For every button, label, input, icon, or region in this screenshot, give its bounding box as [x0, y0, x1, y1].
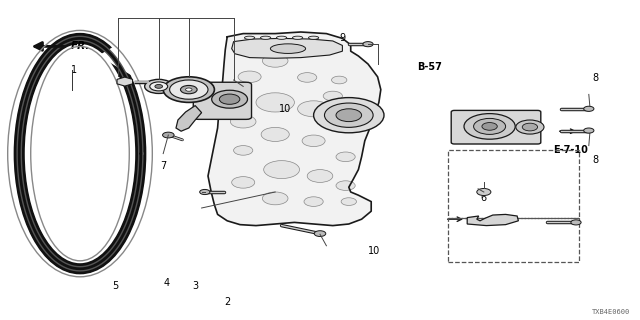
- Circle shape: [336, 109, 362, 122]
- Polygon shape: [232, 38, 342, 58]
- Circle shape: [186, 88, 192, 91]
- Circle shape: [482, 123, 497, 130]
- Text: B-57: B-57: [417, 62, 442, 72]
- Circle shape: [232, 177, 255, 188]
- Circle shape: [150, 82, 168, 91]
- Circle shape: [298, 73, 317, 82]
- Polygon shape: [99, 27, 147, 84]
- Bar: [448, 218, 579, 262]
- Bar: [448, 150, 579, 218]
- Circle shape: [225, 87, 248, 99]
- Circle shape: [571, 220, 581, 225]
- Text: 7: 7: [160, 161, 166, 172]
- Ellipse shape: [244, 36, 255, 39]
- Polygon shape: [208, 32, 381, 226]
- Circle shape: [262, 192, 288, 205]
- Polygon shape: [117, 77, 132, 86]
- Circle shape: [261, 127, 289, 141]
- Circle shape: [304, 197, 323, 206]
- Text: TXB4E0600: TXB4E0600: [592, 309, 630, 315]
- FancyBboxPatch shape: [193, 82, 252, 119]
- Circle shape: [163, 77, 214, 102]
- Text: 2: 2: [224, 297, 230, 308]
- Text: 4: 4: [163, 278, 170, 288]
- Circle shape: [163, 132, 174, 138]
- Circle shape: [145, 79, 173, 93]
- Text: FR.: FR.: [70, 41, 90, 52]
- Circle shape: [212, 90, 248, 108]
- Circle shape: [220, 94, 240, 104]
- Text: 3: 3: [192, 281, 198, 292]
- Text: E-7-10: E-7-10: [554, 145, 588, 156]
- Circle shape: [516, 120, 544, 134]
- Circle shape: [170, 80, 208, 99]
- Circle shape: [314, 98, 384, 133]
- Circle shape: [522, 123, 538, 131]
- Circle shape: [298, 101, 330, 117]
- Circle shape: [155, 84, 163, 88]
- Circle shape: [332, 76, 347, 84]
- Circle shape: [256, 93, 294, 112]
- Circle shape: [314, 231, 326, 236]
- Text: 10: 10: [278, 104, 291, 114]
- Text: 9: 9: [339, 33, 346, 44]
- Text: 6: 6: [480, 193, 486, 204]
- Circle shape: [474, 118, 506, 134]
- Text: 5: 5: [112, 281, 118, 292]
- Circle shape: [584, 106, 594, 111]
- Circle shape: [464, 114, 515, 139]
- Circle shape: [324, 103, 373, 127]
- Circle shape: [230, 115, 256, 128]
- Text: 1: 1: [70, 65, 77, 76]
- Ellipse shape: [260, 36, 271, 39]
- Circle shape: [234, 146, 253, 155]
- Circle shape: [307, 170, 333, 182]
- Circle shape: [323, 91, 342, 101]
- Circle shape: [337, 116, 360, 127]
- Text: 8: 8: [592, 155, 598, 165]
- Ellipse shape: [276, 36, 287, 39]
- Circle shape: [238, 71, 261, 83]
- Ellipse shape: [292, 36, 303, 39]
- Ellipse shape: [270, 44, 306, 53]
- Circle shape: [180, 85, 197, 94]
- Text: 10: 10: [368, 246, 381, 256]
- Circle shape: [264, 161, 300, 179]
- Circle shape: [363, 42, 373, 47]
- Ellipse shape: [308, 36, 319, 39]
- Circle shape: [341, 198, 356, 205]
- Circle shape: [200, 189, 210, 195]
- Text: 8: 8: [592, 73, 598, 84]
- FancyBboxPatch shape: [451, 110, 541, 144]
- Circle shape: [336, 152, 355, 162]
- Circle shape: [477, 188, 491, 196]
- Polygon shape: [467, 214, 518, 226]
- Circle shape: [302, 135, 325, 147]
- Circle shape: [336, 181, 355, 190]
- Polygon shape: [176, 106, 202, 131]
- Circle shape: [262, 54, 288, 67]
- Circle shape: [584, 128, 594, 133]
